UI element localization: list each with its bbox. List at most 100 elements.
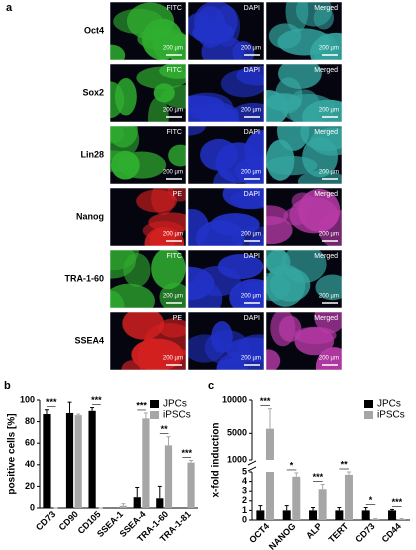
bar bbox=[88, 410, 96, 508]
micrograph-frame bbox=[265, 187, 343, 247]
channel-label: FITC bbox=[166, 5, 182, 12]
micrograph-frame bbox=[109, 125, 187, 185]
scale-bar-label: 200 µm bbox=[163, 356, 183, 362]
y-tick-label: 2 bbox=[242, 495, 247, 505]
y-axis-label: positive cells [%] bbox=[7, 413, 18, 494]
legend-label: JPCs bbox=[163, 399, 187, 410]
bar bbox=[74, 415, 82, 508]
bar bbox=[187, 462, 195, 508]
bar bbox=[265, 428, 274, 460]
scale-bar-label: 200 µm bbox=[319, 108, 339, 114]
cell-colony bbox=[137, 337, 164, 370]
channel-label: Merged bbox=[314, 191, 338, 198]
x-tick-label: CD44 bbox=[380, 521, 403, 544]
cell-colony bbox=[315, 347, 342, 370]
y-tick-label: 60 bbox=[25, 438, 35, 448]
bar bbox=[133, 497, 141, 508]
y-tick-label: 20 bbox=[25, 481, 35, 491]
panel-label: a bbox=[6, 2, 13, 14]
cell-colony bbox=[315, 274, 342, 301]
channel-label: FITC bbox=[166, 67, 182, 74]
bar bbox=[265, 472, 274, 520]
row-label: Lin28 bbox=[80, 149, 104, 159]
y-axis-label: x-fold induction bbox=[211, 423, 222, 498]
micrograph-frame bbox=[109, 187, 187, 247]
cell-colony bbox=[151, 250, 186, 290]
channel-label: DAPI bbox=[244, 315, 260, 322]
micrograph-frame bbox=[187, 311, 265, 371]
bar bbox=[256, 510, 265, 520]
cell-colony bbox=[168, 144, 186, 167]
cell-colony bbox=[148, 96, 169, 122]
y-tick-label: 1000 bbox=[227, 454, 247, 464]
micrograph-frame bbox=[109, 63, 187, 123]
micrograph-frame bbox=[109, 1, 187, 61]
cell-colony bbox=[310, 32, 342, 60]
scale-bar-label: 200 µm bbox=[241, 232, 261, 238]
legend-swatch bbox=[364, 400, 373, 408]
scale-bar-label: 200 µm bbox=[241, 356, 261, 362]
cell-colony bbox=[310, 127, 342, 156]
legend-label: JPCs bbox=[377, 399, 401, 410]
cell-colony bbox=[159, 64, 186, 79]
y-tick-label: 40 bbox=[25, 459, 35, 469]
cell-colony bbox=[266, 349, 281, 370]
y-tick-label: 0 bbox=[242, 514, 247, 524]
micrograph-frame bbox=[265, 1, 343, 61]
cell-colony bbox=[240, 281, 264, 308]
significance-label: *** bbox=[136, 400, 147, 410]
row-label: TRA-1-60 bbox=[64, 273, 104, 283]
cell-colony bbox=[266, 250, 287, 274]
cell-colony bbox=[266, 90, 289, 122]
bar bbox=[361, 510, 370, 520]
y-tick-label: 10000 bbox=[222, 394, 247, 404]
x-tick-label: TERT bbox=[327, 521, 351, 545]
channel-label: DAPI bbox=[244, 67, 260, 74]
channel-label: FITC bbox=[166, 253, 182, 260]
significance-label: ** bbox=[161, 424, 169, 434]
bar bbox=[156, 498, 164, 508]
legend-swatch bbox=[150, 400, 159, 408]
cell-colony bbox=[211, 321, 233, 354]
channel-label: Merged bbox=[314, 253, 338, 260]
bar bbox=[344, 474, 353, 520]
legend-swatch bbox=[150, 411, 159, 419]
bar bbox=[164, 445, 173, 508]
y-tick-label: 5000 bbox=[227, 428, 247, 438]
bar bbox=[397, 519, 406, 520]
cell-colony bbox=[236, 65, 264, 86]
cell-colony bbox=[266, 155, 318, 176]
micrograph-frame bbox=[265, 125, 343, 185]
micrograph-frame bbox=[187, 63, 265, 123]
row-label: Sox2 bbox=[82, 87, 104, 97]
scale-bar-label: 200 µm bbox=[319, 294, 339, 300]
cell-colony bbox=[201, 35, 245, 60]
bar bbox=[318, 489, 327, 520]
y-tick-label: 1 bbox=[242, 505, 247, 515]
micrograph-frame bbox=[109, 311, 187, 371]
x-tick-label: NANOG bbox=[267, 521, 298, 550]
cell-colony bbox=[159, 282, 186, 308]
x-tick-label: ALP bbox=[304, 521, 324, 541]
micrograph-frame bbox=[187, 187, 265, 247]
scale-bar-label: 200 µm bbox=[163, 232, 183, 238]
micrograph-frame bbox=[265, 63, 343, 123]
axis-break bbox=[247, 460, 257, 466]
cell-colony bbox=[110, 44, 126, 60]
channel-label: Merged bbox=[314, 129, 338, 136]
row-label: Nanog bbox=[76, 211, 104, 221]
bar bbox=[142, 418, 150, 508]
y-tick-label: 0 bbox=[30, 502, 35, 512]
cell-colony bbox=[266, 272, 291, 302]
row-label: Oct4 bbox=[84, 25, 104, 35]
row-label: SSEA4 bbox=[74, 335, 104, 345]
channel-label: PE bbox=[173, 191, 183, 198]
channel-label: Merged bbox=[314, 67, 338, 74]
y-tick-label: 5 bbox=[242, 466, 247, 476]
cell-colony bbox=[270, 312, 296, 347]
cell-colony bbox=[142, 221, 185, 240]
cell-colony bbox=[188, 126, 206, 136]
x-tick-label: OCT4 bbox=[247, 521, 271, 545]
cell-colony bbox=[293, 326, 337, 345]
micrograph-frame bbox=[265, 249, 343, 309]
